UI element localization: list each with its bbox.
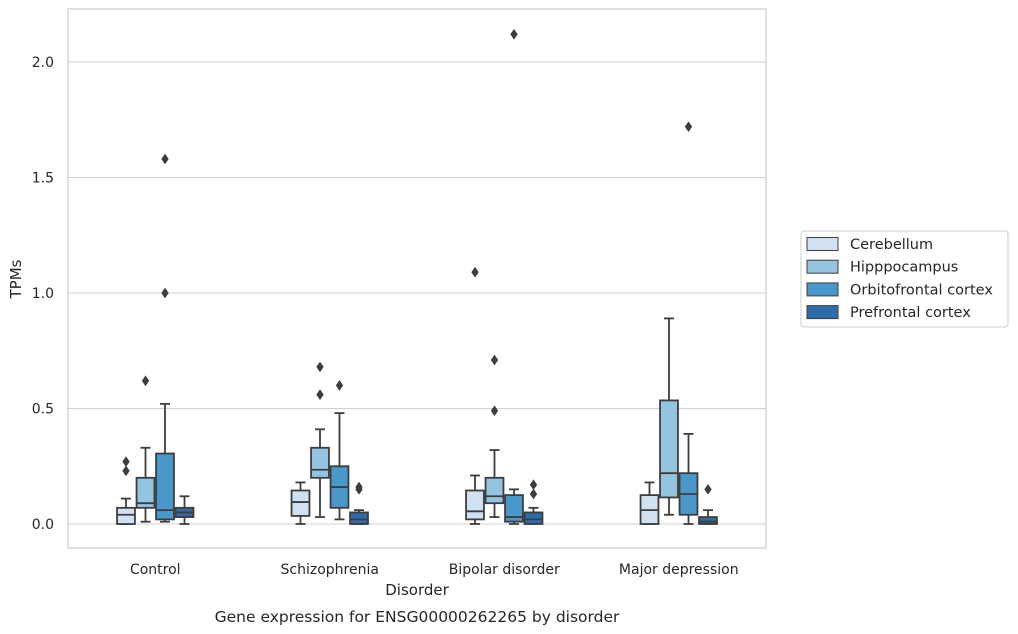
box-hipppocampus xyxy=(135,375,156,523)
outlier-point xyxy=(316,361,324,373)
box-prefrontal-cortex xyxy=(174,495,195,525)
box-hipppocampus xyxy=(310,361,330,518)
outlier-point xyxy=(529,488,538,500)
chart-caption: Gene expression for ENSG00000262265 by d… xyxy=(215,608,620,626)
outlier-point xyxy=(471,266,479,278)
outlier-point xyxy=(335,380,344,391)
legend-frame xyxy=(800,230,1009,328)
outlier-point xyxy=(529,479,538,491)
box-cerebellum xyxy=(465,266,485,525)
box-hipppocampus xyxy=(659,317,679,516)
legend: Cerebellum Hipppocampus Orbitofrontal cort… xyxy=(800,230,1009,328)
x-tick-label: Bipolar disorder xyxy=(449,562,560,578)
plot-area-frame xyxy=(67,8,767,549)
outlier-point xyxy=(316,389,324,400)
box-orbitofrontal-cortex xyxy=(329,380,350,521)
iqr-box xyxy=(659,399,679,499)
x-tick-label: Schizophrenia xyxy=(281,562,379,578)
x-axis-ticks: Control Schizophrenia Bipolar disorder Majo… xyxy=(130,562,739,578)
box-prefrontal-cortex xyxy=(523,479,544,525)
legend-label: Hipppocampus xyxy=(850,260,958,276)
outlier-point xyxy=(704,484,712,495)
outlier-point xyxy=(684,121,693,133)
legend-swatch xyxy=(806,259,839,274)
box-hipppocampus xyxy=(484,354,505,518)
outlier-point xyxy=(355,481,363,493)
x-axis-label: Disorder xyxy=(385,581,449,599)
y-tick-label: 1.5 xyxy=(32,171,54,187)
legend-items: Cerebellum Hipppocampus Orbitofrontal cort… xyxy=(806,237,993,321)
legend-swatch xyxy=(806,305,839,320)
outlier-point xyxy=(490,405,499,417)
outlier-point xyxy=(141,375,150,387)
iqr-box xyxy=(290,489,311,517)
legend-swatch xyxy=(806,282,839,297)
iqr-box xyxy=(698,516,718,525)
y-tick-label: 2.0 xyxy=(32,55,54,71)
box-prefrontal-cortex xyxy=(349,481,369,525)
box-orbitofrontal-cortex xyxy=(155,153,175,523)
outlier-point xyxy=(161,153,169,165)
legend-label: Cerebellum xyxy=(850,237,933,253)
outlier-point xyxy=(122,456,130,467)
legend-swatch xyxy=(806,237,839,251)
legend-label: Orbitofrontal cortex xyxy=(850,282,993,298)
iqr-box xyxy=(116,506,136,525)
iqr-box xyxy=(465,489,485,521)
x-tick-label: Control xyxy=(130,562,181,578)
iqr-box xyxy=(349,511,369,525)
y-tick-label: 0.5 xyxy=(32,402,54,418)
outlier-point xyxy=(161,287,169,299)
box-orbitofrontal-cortex xyxy=(504,28,524,525)
outlier-point xyxy=(122,465,130,477)
iqr-box xyxy=(484,476,505,505)
y-axis-ticks: 0.0 0.5 1.0 1.5 2.0 xyxy=(32,55,54,533)
iqr-box xyxy=(135,476,156,509)
y-tick-label: 1.0 xyxy=(32,286,54,302)
iqr-box xyxy=(310,446,330,479)
box-cerebellum xyxy=(639,481,660,525)
iqr-box xyxy=(523,511,544,525)
box-series xyxy=(116,28,718,525)
box-cerebellum xyxy=(116,456,136,525)
outlier-point xyxy=(490,354,499,366)
x-tick-label: Major depression xyxy=(619,562,739,578)
legend-label: Prefrontal cortex xyxy=(850,305,971,321)
outlier-point xyxy=(510,28,518,40)
box-prefrontal-cortex xyxy=(698,484,718,525)
box-orbitofrontal-cortex xyxy=(678,121,699,525)
iqr-box xyxy=(504,494,524,523)
iqr-box xyxy=(155,452,175,521)
box-cerebellum xyxy=(290,481,311,525)
y-tick-label: 0.0 xyxy=(32,517,54,533)
y-axis-label: TPMs xyxy=(7,259,25,299)
